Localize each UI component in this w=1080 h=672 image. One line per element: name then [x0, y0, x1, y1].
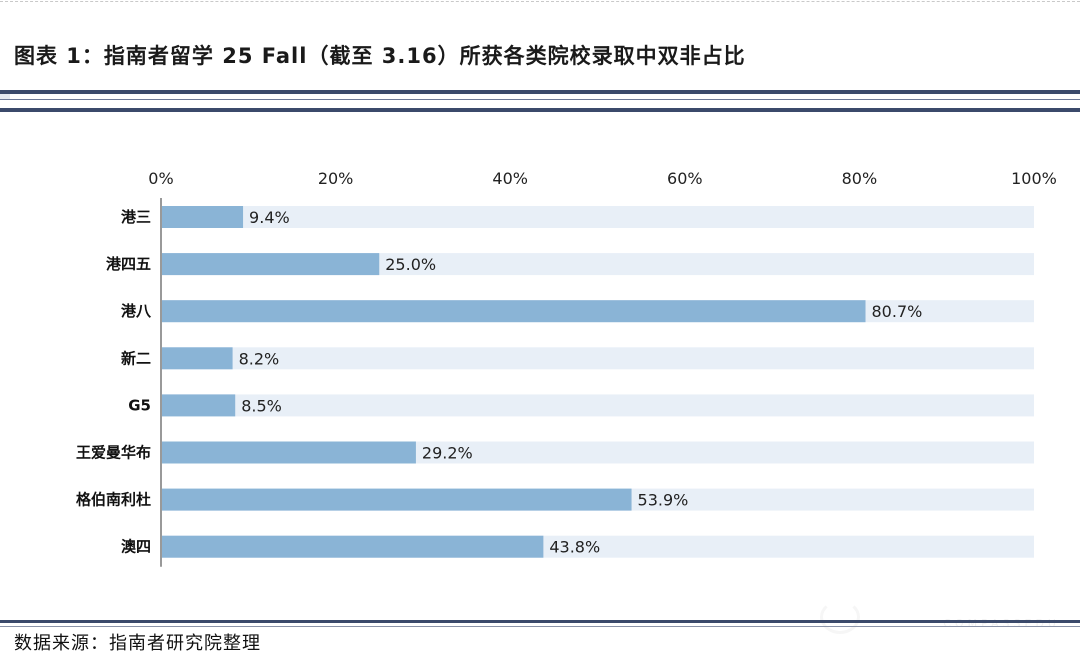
footer-rule-thin: [0, 626, 1080, 627]
header-rule-top: [0, 90, 1080, 94]
header-rule-middle: [0, 99, 1080, 100]
value-label: 80.7%: [872, 302, 923, 321]
category-label: 港八: [121, 302, 152, 320]
source-note: 数据来源：指南者研究院整理: [14, 633, 261, 654]
footer-rule: [0, 620, 1080, 623]
category-label: G5: [128, 396, 151, 414]
x-tick-label: 40%: [492, 169, 528, 188]
category-label: 格伯南利杜: [76, 491, 151, 509]
bar-track: [162, 394, 1034, 417]
value-label: 9.4%: [249, 208, 290, 227]
bar: [162, 488, 632, 511]
category-label: 新二: [121, 349, 151, 367]
x-tick-label: 100%: [1011, 169, 1057, 188]
value-label: 43.8%: [549, 538, 600, 557]
top-dashed-border: [0, 1, 1080, 2]
x-tick-label: 20%: [318, 169, 354, 188]
bar-track: [162, 206, 1034, 228]
category-label: 港四五: [106, 255, 151, 273]
value-label: 29.2%: [422, 444, 473, 463]
bar-chart: 0% 20% 40% 60% 80% 100% 港三 9.4% 港四五 25.0% 港八 80.7% 新…: [0, 150, 1080, 590]
bar-track: [162, 253, 1034, 276]
x-tick-label: 60%: [667, 169, 703, 188]
value-label: 25.0%: [385, 255, 436, 274]
chart-title: 图表 1：指南者留学 25 Fall（截至 3.16）所获各类院校录取中双非占比: [14, 44, 746, 68]
value-label: 53.9%: [638, 491, 689, 510]
value-label: 8.5%: [241, 396, 282, 415]
category-label: 王爱曼华布: [76, 444, 151, 462]
x-tick-label: 0%: [148, 169, 173, 188]
bar: [162, 347, 233, 370]
bar: [162, 441, 416, 464]
bar: [162, 300, 866, 323]
category-label: 澳四: [121, 538, 151, 556]
watermark-logo-icon: [820, 600, 860, 634]
value-label: 8.2%: [239, 349, 280, 368]
bar-track: [162, 347, 1034, 370]
category-label: 港三: [121, 208, 151, 226]
x-tick-label: 80%: [842, 169, 878, 188]
bar: [162, 253, 380, 276]
header-rule-bottom: [0, 108, 1080, 112]
bar: [162, 394, 236, 417]
bar: [162, 206, 244, 228]
bar-chart-svg: 0% 20% 40% 60% 80% 100% 港三 9.4% 港四五 25.0% 港八 80.7% 新…: [76, 169, 1057, 567]
bar: [162, 535, 544, 558]
watermark-text: COMPASSEDU: [943, 617, 1060, 630]
header-rule-accent: [0, 94, 10, 99]
